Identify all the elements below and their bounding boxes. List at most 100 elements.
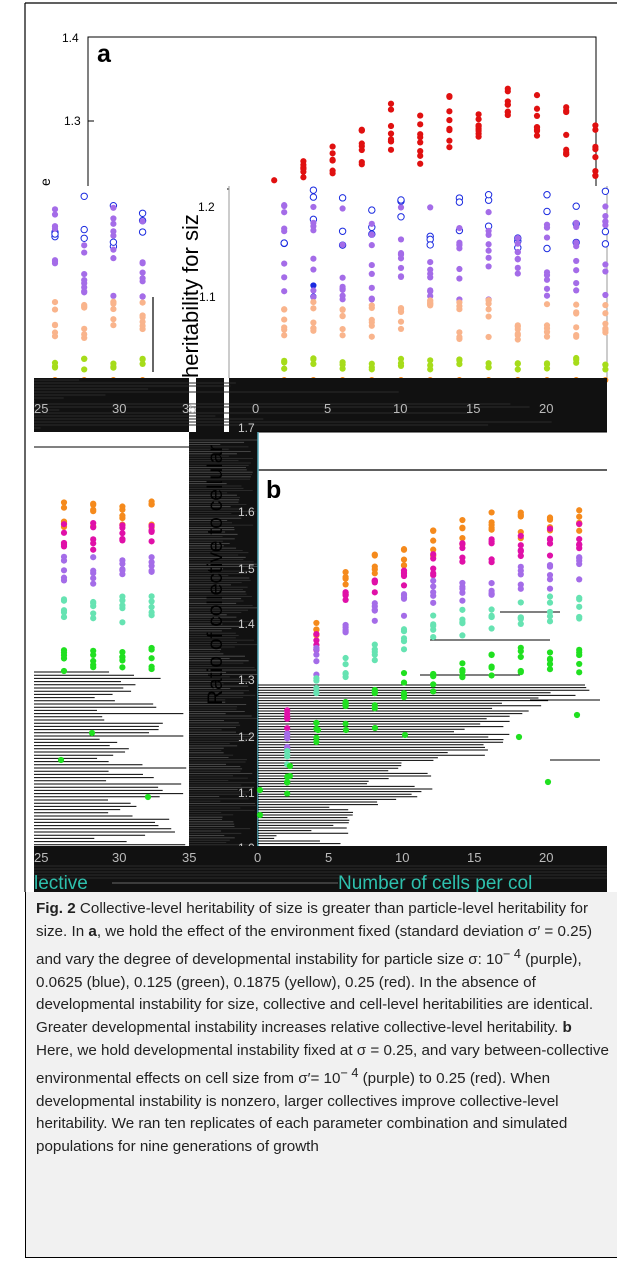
lime-point: [514, 366, 521, 373]
purple-point: [602, 291, 609, 299]
panel-b-point: [400, 612, 408, 619]
peach-point: [310, 305, 317, 312]
panel-b-point: [430, 555, 437, 562]
red-point: [592, 122, 599, 129]
red-point: [563, 151, 570, 158]
purple-point: [81, 242, 88, 249]
peach-point: [139, 318, 146, 325]
ytick-1.3: 1.3: [64, 114, 81, 128]
panel-b-point: [90, 567, 97, 574]
panel-b-point: [488, 613, 495, 620]
panel-b-point: [119, 566, 126, 573]
purple-point: [110, 255, 117, 262]
peach-point: [339, 326, 346, 333]
purple-point: [543, 234, 551, 241]
purple-point: [281, 202, 288, 209]
blue-open-point: [80, 192, 88, 200]
purple-point: [339, 205, 346, 212]
panel-b-point: [576, 507, 583, 514]
peach-point: [573, 309, 580, 316]
green-outlier-point: [286, 772, 294, 780]
red-point: [475, 111, 482, 118]
panel-b-point: [546, 618, 554, 625]
purple-point: [573, 223, 580, 231]
panel-b-point: [313, 658, 320, 665]
panel-b-point: [488, 579, 495, 587]
panel-b-point: [90, 651, 97, 659]
purple-point: [139, 293, 146, 300]
panel-b-point: [342, 670, 349, 677]
xtick-35: 35: [182, 401, 196, 416]
purple-point: [368, 284, 375, 291]
xtick-25-b: 25: [34, 850, 48, 865]
blue-open-point: [138, 209, 147, 217]
peach-point: [339, 306, 346, 313]
purple-point: [81, 270, 88, 278]
panel-b-point: [488, 663, 495, 670]
peach-point: [602, 320, 609, 327]
panel-b-point: [459, 606, 466, 613]
panel-b: 1.7 1.6 1.5 1.4 1.3 1.2 1.1 1.0 Ratio of…: [34, 421, 607, 855]
blue-open-point: [601, 187, 610, 195]
xtick-30: 30: [112, 401, 126, 416]
purple-point: [110, 228, 117, 235]
panel-b-point: [342, 575, 349, 582]
peach-point: [427, 297, 434, 304]
panel-b-point: [400, 679, 408, 686]
panel-b-point: [576, 576, 583, 583]
fig-label: Fig. 2: [36, 900, 76, 917]
caption-exp2: − 4: [340, 1066, 359, 1081]
red-point: [504, 98, 511, 105]
panel-b-ylabel: Ratio of collective to cellular: [204, 445, 227, 705]
peach-point: [310, 325, 317, 332]
xtick-35-b: 35: [182, 850, 196, 865]
panel-b-point: [342, 596, 349, 604]
red-point: [417, 121, 424, 128]
panel-b-point: [284, 735, 291, 742]
lime-point: [139, 360, 146, 368]
figure-2-panels: a 1.4 1.3 e heritability for siz 1.2 1.1…: [24, 2, 617, 892]
peach-point: [602, 325, 609, 332]
panel-b-point: [517, 599, 524, 606]
purple-point: [339, 274, 346, 281]
xtick-10-b: 10: [395, 850, 409, 865]
panel-b-point: [400, 562, 408, 569]
ytick-1.6: 1.6: [238, 505, 255, 519]
blue-open-point: [397, 213, 405, 221]
ytick-1.1: 1.1: [199, 290, 216, 304]
purple-point: [310, 293, 317, 301]
panel-b-point: [517, 511, 524, 518]
peach-point: [51, 306, 59, 313]
red-point: [475, 133, 482, 140]
blue-open-point: [601, 240, 610, 248]
panel-b-point: [488, 559, 495, 566]
panel-b-point: [576, 535, 583, 543]
purple-point: [397, 250, 405, 257]
panel-b-point: [517, 585, 524, 592]
purple-point: [456, 265, 463, 273]
red-point: [387, 130, 395, 137]
red-point: [475, 122, 482, 129]
panel-b-point: [284, 748, 291, 755]
panel-b-point: [546, 571, 554, 579]
purple-point: [339, 283, 346, 290]
peach-point: [51, 299, 59, 306]
purple-point: [514, 264, 521, 271]
red-point: [533, 132, 541, 139]
purple-point: [485, 209, 492, 216]
panel-b-point: [313, 719, 320, 727]
panel-b-point: [517, 653, 524, 661]
panel-b-point: [313, 651, 320, 658]
panel-b-point: [342, 624, 349, 631]
ytick-1.1: 1.1: [238, 786, 255, 800]
green-outlier-point: [57, 756, 65, 764]
panel-b-point: [60, 499, 68, 506]
red-point: [329, 143, 336, 150]
peach-point: [514, 330, 521, 337]
peach-point: [339, 332, 346, 339]
purple-point: [139, 278, 146, 285]
glitch-band-b: 25 30 35 0 5 10 15 20 lective Number of …: [34, 846, 607, 892]
panel-b-point: [342, 720, 349, 727]
lime-point: [602, 361, 609, 369]
peach-point: [110, 300, 117, 307]
